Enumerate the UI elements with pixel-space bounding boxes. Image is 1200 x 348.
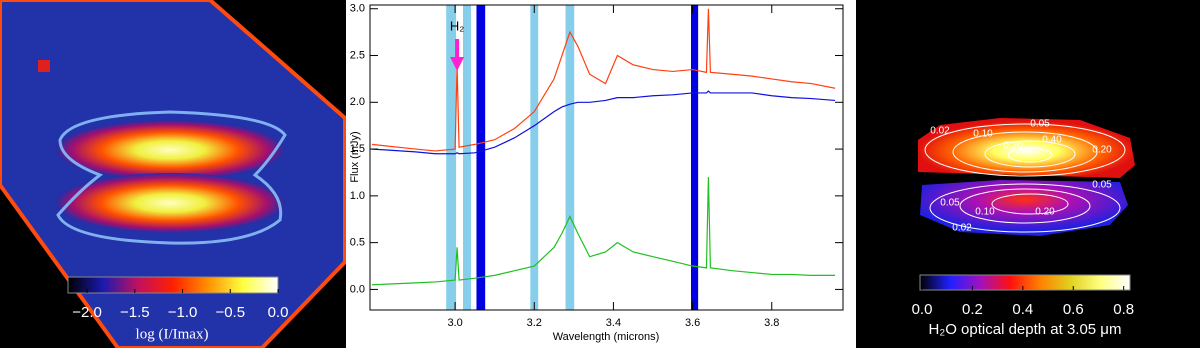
y-axis-label: Flux (mJy) [349, 131, 361, 182]
band [565, 5, 575, 310]
x-axis-label: Wavelength (microns) [553, 331, 660, 343]
colorbar-tick-label: 0.0 [268, 304, 289, 321]
annotation: H₂ [450, 18, 464, 33]
contour-label: 0.02 [930, 126, 950, 137]
contour-label: 0.05 [1030, 119, 1050, 130]
spectrum-line [371, 177, 836, 286]
x-tick-label: 3.2 [527, 317, 542, 329]
x-tick-label: 3.6 [685, 317, 700, 329]
panel-bg [346, 0, 856, 348]
lower-lobe [55, 173, 285, 233]
contours [924, 123, 1126, 233]
colorbar [919, 274, 1131, 291]
spectrum-line [371, 90, 836, 155]
y-tick-label: 3.0 [350, 3, 365, 15]
spectrum-line [371, 8, 836, 152]
band [446, 5, 457, 310]
colorbar-tick-label: −2.0 [72, 304, 102, 321]
contour-label: 0.20 [1035, 207, 1055, 218]
contour-label: 0.20 [1003, 141, 1023, 152]
colorbar-tick-label: 0.0 [912, 301, 933, 318]
contour-label: 0.10 [975, 207, 995, 218]
contour-label: 0.02 [952, 223, 972, 234]
y-tick-label: 2.5 [350, 49, 365, 61]
plot-frame [369, 4, 844, 311]
contour-label: 0.20 [1092, 145, 1112, 156]
contour-label: 0.05 [940, 198, 960, 209]
colorbar-tick-label: 0.8 [1113, 301, 1134, 318]
colorbar-tick-label: −1.0 [168, 304, 198, 321]
lower-map [920, 180, 1128, 236]
colorbar-tick-label: 0.4 [1012, 301, 1033, 318]
band [463, 5, 471, 310]
colorbar-tick-label: 0.6 [1063, 301, 1084, 318]
contour-label: 0.05 [1092, 180, 1112, 191]
colorbar-tick-label: −1.5 [120, 304, 150, 321]
arrow-head [450, 57, 465, 71]
source-spot [38, 60, 50, 72]
colorbar-tick-label: 0.2 [962, 301, 983, 318]
contour-label: 0.10 [973, 129, 993, 140]
colorbar-label: log (I/Imax) [136, 326, 209, 342]
y-tick-label: 0.0 [350, 283, 365, 295]
colorbar-label: H₂O optical depth at 3.05 μm [929, 321, 1122, 338]
band [691, 5, 699, 310]
colorbar-tick-label: −0.5 [215, 304, 245, 321]
contour [56, 110, 287, 245]
x-tick-label: 3.8 [764, 317, 779, 329]
contour-label: 0.40 [1042, 135, 1062, 146]
y-tick-label: 2.0 [350, 96, 365, 108]
y-tick-label: 0.5 [350, 237, 365, 249]
band [476, 5, 486, 310]
y-tick-label: 1.0 [350, 190, 365, 202]
x-tick-label: 3.4 [606, 317, 621, 329]
y-tick-label: 1.5 [350, 143, 365, 155]
x-tick-label: 3.0 [447, 317, 462, 329]
upper-lobe [55, 120, 285, 180]
colorbar [67, 276, 279, 294]
band [530, 5, 539, 310]
